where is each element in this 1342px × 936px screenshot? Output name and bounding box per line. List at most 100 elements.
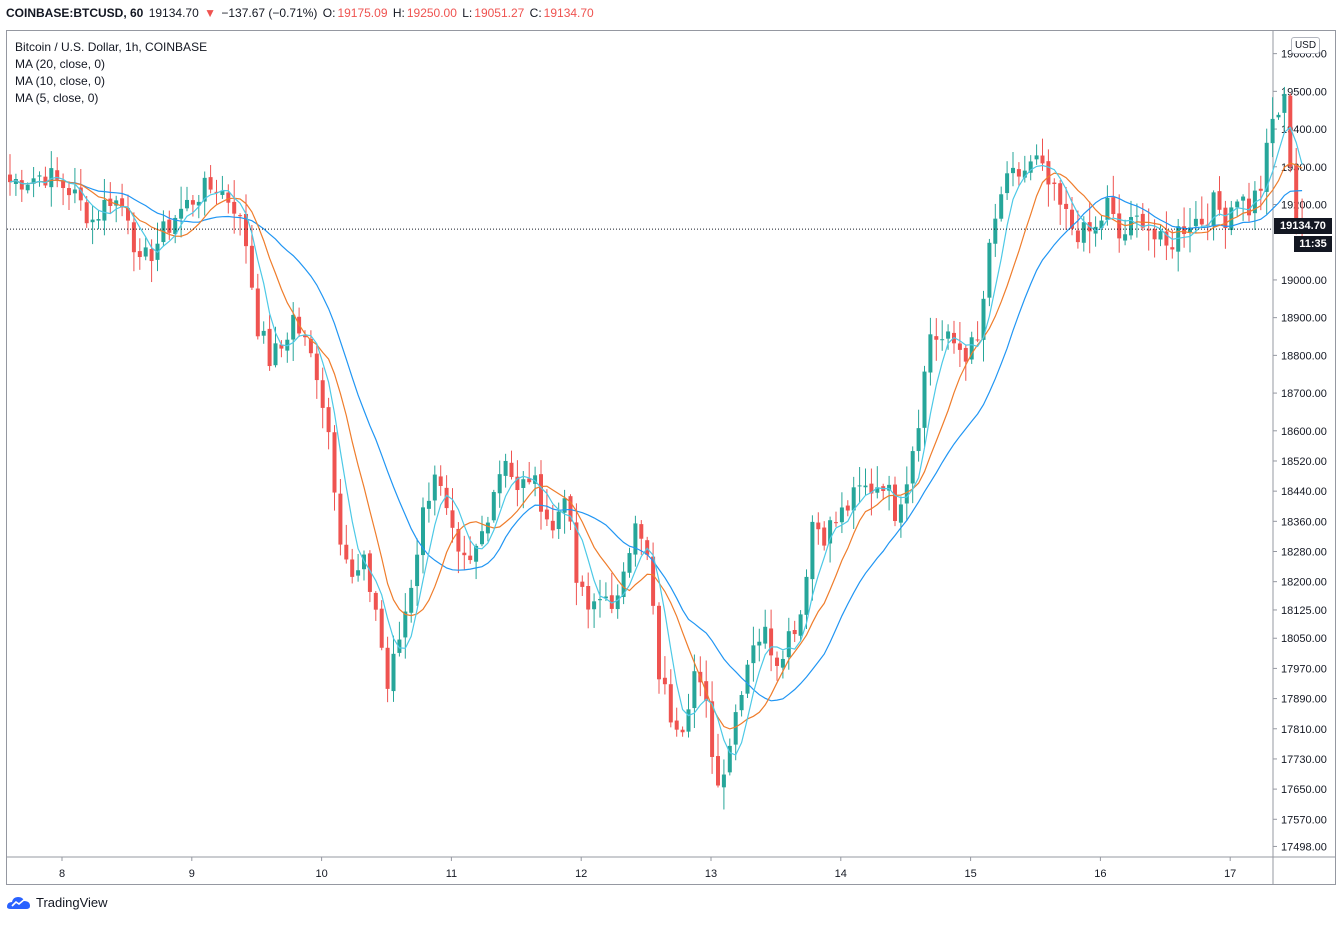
price-change: −137.67 (−0.71%) <box>221 6 318 20</box>
y-tick-label: 19200.00 <box>1281 199 1327 211</box>
candle-body <box>957 343 962 350</box>
candle-body <box>1105 197 1110 220</box>
candle-body <box>31 178 36 184</box>
candle-body <box>668 684 673 723</box>
y-tick-label: 17730.00 <box>1281 754 1327 766</box>
candle-body <box>786 631 791 658</box>
y-tick-label: 18200.00 <box>1281 577 1327 589</box>
high-value: 19250.00 <box>406 6 457 20</box>
low-label: L: <box>462 6 473 20</box>
symbol-name[interactable]: COINBASE:BTCUSD, 60 <box>6 6 144 20</box>
candle-body <box>421 507 425 556</box>
candle-body <box>1258 188 1263 191</box>
candle-body <box>249 245 254 288</box>
candle-body <box>1140 213 1145 228</box>
candle-body <box>562 498 567 513</box>
currency-button[interactable]: USD <box>1291 37 1320 54</box>
candle-body <box>1117 213 1122 239</box>
candle-body <box>792 630 797 635</box>
candle-body <box>1052 182 1057 185</box>
legend-ma20[interactable]: MA (20, close, 0) <box>15 57 106 71</box>
candle-body <box>338 493 343 545</box>
candle-body <box>1129 217 1133 236</box>
candle-body <box>1081 222 1086 243</box>
candle-body <box>279 344 284 349</box>
candle-body <box>1182 226 1187 234</box>
y-tick-label: 18700.00 <box>1281 388 1327 400</box>
candle-body <box>61 180 66 188</box>
candle-body <box>131 222 136 253</box>
candle-body <box>686 709 691 732</box>
candle-body <box>409 587 414 613</box>
candle-body <box>580 581 585 587</box>
candle-body <box>432 474 437 501</box>
y-tick-label: 17650.00 <box>1281 784 1327 796</box>
candle-body <box>1075 230 1080 243</box>
candle-body <box>521 479 526 488</box>
y-tick-label: 18280.00 <box>1281 546 1327 558</box>
open-value: 19175.09 <box>337 6 388 20</box>
y-tick-label: 19000.00 <box>1281 275 1327 287</box>
candle-body <box>456 528 461 552</box>
brand-name[interactable]: TradingView <box>36 894 108 910</box>
candle-body <box>550 520 555 531</box>
y-tick-label: 18520.00 <box>1281 456 1327 468</box>
candle-body <box>615 595 620 610</box>
candle-body <box>680 729 685 733</box>
x-tick-label: 8 <box>59 868 65 880</box>
high-label: H: <box>392 6 405 20</box>
candle-body <box>149 249 154 262</box>
candle-body <box>639 524 644 539</box>
candle-body <box>816 522 821 530</box>
candle-body <box>1294 165 1299 219</box>
candle-body <box>126 208 130 221</box>
candle-body <box>822 527 827 546</box>
y-tick-label: 18360.00 <box>1281 516 1327 528</box>
y-tick-label: 18125.00 <box>1281 605 1327 617</box>
candle-body <box>539 474 543 512</box>
candle-body <box>485 522 490 534</box>
candle-body <box>1247 198 1251 216</box>
candle-body <box>810 521 815 580</box>
candle-body <box>1028 161 1033 173</box>
legend-ma10[interactable]: MA (10, close, 0) <box>15 74 106 88</box>
candle-body <box>190 200 195 205</box>
candle-body <box>999 194 1004 219</box>
candle-body <box>533 475 538 484</box>
candle-body <box>1016 169 1021 177</box>
candle-body <box>179 208 184 219</box>
candle-body <box>739 695 744 711</box>
candle-body <box>261 330 266 336</box>
candle-body <box>904 484 909 504</box>
candle-body <box>981 298 986 340</box>
candle-body <box>491 492 496 521</box>
candle-body <box>43 176 48 186</box>
candle-body <box>1070 209 1074 229</box>
candle-body <box>780 658 785 668</box>
y-tick-label: 18800.00 <box>1281 350 1327 362</box>
y-tick-label: 17810.00 <box>1281 724 1327 736</box>
candle-body <box>934 336 939 340</box>
candle-body <box>232 201 237 214</box>
legend-title[interactable]: Bitcoin / U.S. Dollar, 1h, COINBASE <box>15 40 208 54</box>
candle-body <box>1123 234 1128 241</box>
candle-body <box>1099 220 1104 229</box>
candle-body <box>745 664 750 694</box>
y-tick-label: 18050.00 <box>1281 633 1327 645</box>
tradingview-logo-icon[interactable] <box>6 893 32 911</box>
candle-body <box>173 217 178 234</box>
candle-body <box>326 407 331 433</box>
candle-body <box>185 199 189 209</box>
candle-body <box>450 510 455 528</box>
legend-ma5[interactable]: MA (5, close, 0) <box>15 91 99 105</box>
candle-body <box>332 432 337 493</box>
candle-body <box>1193 218 1198 227</box>
ma5-line <box>9 126 1303 756</box>
candle-body <box>25 184 30 191</box>
y-tick-label: 17498.00 <box>1281 841 1327 853</box>
candle-body <box>344 544 349 560</box>
candle-body <box>834 522 838 524</box>
candle-body <box>208 177 213 190</box>
candle-body <box>1046 161 1051 185</box>
